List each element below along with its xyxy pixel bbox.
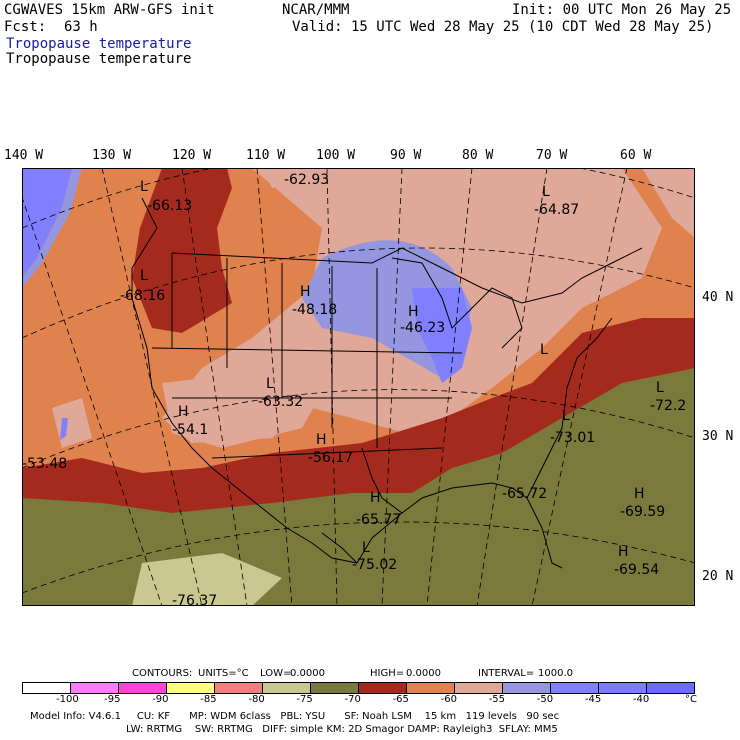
- map-value-14: -69.59: [620, 504, 665, 520]
- colorbar-tick-label: -100: [56, 694, 79, 705]
- lon-label-70w: 70 W: [536, 148, 568, 163]
- model-info-line: Model Info: V4.6.1 CU: KF MP: WDM 6class…: [30, 711, 560, 722]
- map-mark-16: L: [362, 540, 370, 556]
- contours-units: UNITS=°C: [198, 668, 249, 679]
- forecast-hour: 63 h: [64, 19, 98, 35]
- map-value-11: -72.2: [650, 398, 686, 414]
- map-value-9: -53.48: [22, 456, 67, 472]
- valid-time: Valid: 15 UTC Wed 28 May 25 (10 CDT Wed …: [292, 19, 714, 35]
- lat-label-20n: 20 N: [702, 569, 734, 584]
- map-mark-15: H: [618, 544, 629, 560]
- lat-label-30n: 30 N: [702, 429, 734, 444]
- lon-label-90w: 90 W: [390, 148, 422, 163]
- contours-low-label: LOW=: [260, 668, 292, 679]
- colorbar-swatch: [647, 683, 694, 693]
- colorbar-swatch: [455, 683, 503, 693]
- map-mark-14: H: [634, 486, 645, 502]
- temperature-fill: [22, 168, 695, 606]
- colorbar-tick-label: -40: [632, 694, 650, 705]
- contours-low-value: 0.0000: [290, 668, 325, 679]
- country-state-boundaries: [131, 197, 643, 569]
- map-mark-11: L: [656, 380, 664, 396]
- map-mark-5: H: [408, 304, 419, 320]
- map-value-5: -46.23: [400, 320, 445, 336]
- map-value-17: -76.37: [172, 593, 217, 606]
- contours-high-value: 0.0000: [406, 668, 441, 679]
- colorbar-swatch: [263, 683, 311, 693]
- colorbar-swatch: [551, 683, 599, 693]
- colorbar-tick-label: -65: [392, 694, 409, 705]
- map-value-0: -66.13: [147, 198, 192, 214]
- map-mark-13: H: [370, 490, 381, 506]
- map-value-8: -56.17: [308, 450, 353, 466]
- model-title: CGWAVES 15km ARW-GFS init: [4, 2, 215, 18]
- physics-info-line: LW: RRTMG SW: RRTMG DIFF: simple KM: 2D …: [126, 724, 558, 735]
- forecast-label: Fcst:: [4, 19, 47, 35]
- map-value-15: -69.54: [614, 562, 659, 578]
- map-frame: [22, 168, 695, 606]
- map-mark-6: L: [266, 376, 274, 392]
- colorbar-swatch: [311, 683, 359, 693]
- map-mark-10: L: [562, 408, 570, 424]
- colorbar-tick-label: °C: [685, 694, 697, 705]
- field-title-secondary: Tropopause temperature: [6, 51, 192, 67]
- colorbar-tick-label: -95: [104, 694, 121, 705]
- colorbar-tick-label: -50: [536, 694, 554, 705]
- contours-high-label: HIGH=: [370, 668, 405, 679]
- map-mark-8: H: [316, 432, 327, 448]
- lon-label-100w: 100 W: [316, 148, 356, 163]
- tropopause-temperature-map: L -66.13 -62.93 L -64.87 L -68.16 H -48.…: [22, 168, 695, 606]
- org-label: NCAR/MMM: [282, 2, 350, 18]
- contour-labels: L -66.13 -62.93 L -64.87 L -68.16 H -48.…: [22, 172, 686, 606]
- map-value-6: -63.32: [258, 394, 303, 410]
- colorbar-swatch: [119, 683, 167, 693]
- map-mark-2: L: [542, 184, 550, 200]
- lon-label-60w: 60 W: [620, 148, 652, 163]
- map-value-1: -62.93: [284, 172, 329, 188]
- map-value-10: -73.01: [550, 430, 595, 446]
- colorbar-swatch: [359, 683, 407, 693]
- colorbar-swatch: [503, 683, 551, 693]
- map-value-4: -48.18: [292, 302, 337, 318]
- lon-label-110w: 110 W: [246, 148, 286, 163]
- init-time: Init: 00 UTC Mon 26 May 25: [512, 2, 732, 18]
- colorbar-swatch: [599, 683, 647, 693]
- colorbar-swatch: [23, 683, 71, 693]
- map-projection-lines: [22, 168, 695, 606]
- contours-interval-label: INTERVAL=: [478, 668, 535, 679]
- map-mark-0: L: [140, 179, 148, 195]
- colorbar-tick-label: -80: [248, 694, 265, 705]
- map-value-7: -54.1: [172, 422, 208, 438]
- colorbar-tick-label: -85: [200, 694, 217, 705]
- colorbar-tick-label: -45: [584, 694, 602, 705]
- lat-label-40n: 40 N: [702, 290, 734, 305]
- map-mark-4: H: [300, 284, 311, 300]
- field-title-primary: Tropopause temperature: [6, 36, 192, 52]
- map-value-3: -68.16: [120, 288, 165, 304]
- lon-label-140w: 140 W: [4, 148, 44, 163]
- contours-label: CONTOURS:: [132, 668, 193, 679]
- colorbar-tick-label: -75: [296, 694, 313, 705]
- map-value-13: -65.77: [356, 512, 401, 528]
- map-mark-3: L: [140, 268, 148, 284]
- colorbar-swatch: [71, 683, 119, 693]
- map-mark-18: L: [540, 342, 548, 358]
- colorbar-tick-label: -55: [488, 694, 506, 705]
- map-value-12: -65.72: [502, 486, 547, 502]
- map-value-16: -75.02: [352, 557, 397, 573]
- lon-label-120w: 120 W: [172, 148, 212, 163]
- colorbar-tick-label: -60: [440, 694, 457, 705]
- colorbar-swatch: [407, 683, 455, 693]
- map-mark-7: H: [178, 404, 189, 420]
- colorbar-swatch: [167, 683, 215, 693]
- lon-label-80w: 80 W: [462, 148, 494, 163]
- contours-interval-value: 1000.0: [538, 668, 573, 679]
- colorbar: [22, 682, 695, 694]
- colorbar-tick-label: -70: [344, 694, 361, 705]
- colorbar-swatch: [215, 683, 263, 693]
- lon-label-130w: 130 W: [92, 148, 132, 163]
- colorbar-tick-label: -90: [152, 694, 169, 705]
- map-value-2: -64.87: [534, 202, 579, 218]
